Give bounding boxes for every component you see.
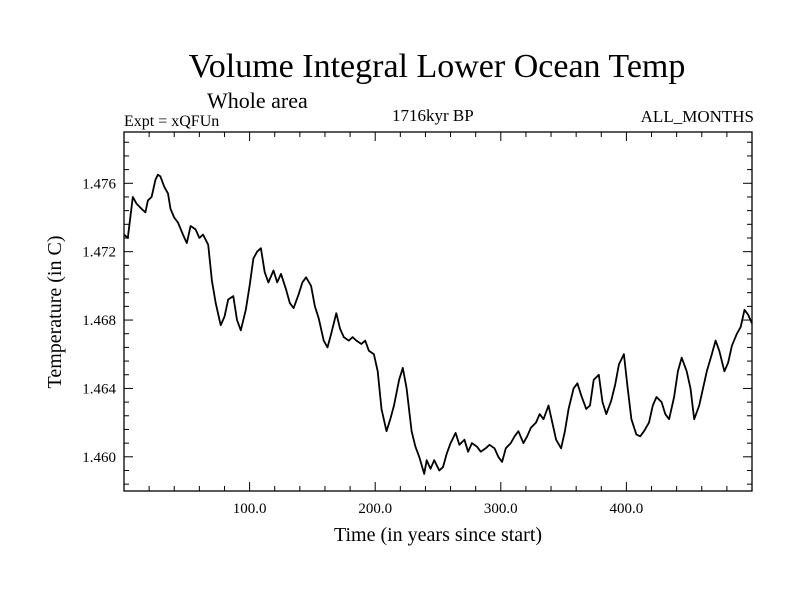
y-tick-label: 1.460 — [82, 450, 116, 466]
x-tick-label: 100.0 — [233, 501, 267, 517]
y-tick-label: 1.468 — [82, 313, 116, 329]
axis-tick-labels: 1.460 1.464 1.468 1.472 1.476 100.0 200.0 300.0… — [82, 176, 643, 517]
y-tick-label: 1.464 — [82, 381, 116, 397]
x-tick-label: 400.0 — [610, 501, 644, 517]
y-tick-label: 1.472 — [82, 245, 116, 261]
months-label: ALL_MONTHS — [640, 107, 754, 126]
x-tick-label: 300.0 — [484, 501, 518, 517]
axis-ticks — [124, 132, 752, 491]
period-label: 1716kyr BP — [392, 106, 474, 125]
y-axis-label: Temperature (in C) — [44, 236, 66, 389]
plot-frame — [123, 131, 753, 492]
x-tick-label: 200.0 — [358, 501, 392, 517]
series-line-temperature — [123, 173, 753, 475]
experiment-label: Expt = xQFUn — [124, 113, 220, 130]
series-layer — [123, 173, 753, 475]
chart-title: Volume Integral Lower Ocean Temp — [188, 48, 686, 85]
chart-subtitle: Whole area — [207, 88, 308, 113]
x-axis-label: Time (in years since start) — [334, 524, 542, 546]
y-tick-label: 1.476 — [82, 176, 116, 192]
